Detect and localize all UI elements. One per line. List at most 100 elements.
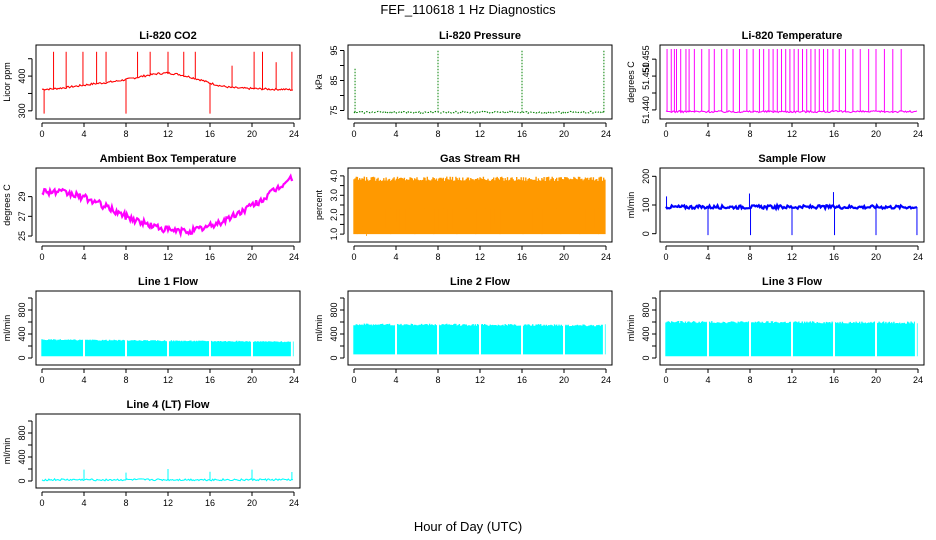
- panel-10: Line 4 (LT) Flow 0 4 8 12 16 20 24 0 400 800 ml/min: [2, 399, 301, 508]
- x-axis: 0 4 8 12 16 20 24: [39, 245, 299, 262]
- x-tick-label: 4: [393, 252, 398, 262]
- y-axis: 0 400 800: [17, 297, 33, 361]
- y-axis: 0 400 800: [329, 297, 345, 361]
- y-tick-label: 25: [17, 231, 27, 241]
- y-tick-label: 2.0: [329, 208, 339, 221]
- x-tick-label: 24: [601, 129, 611, 139]
- series-line: [665, 202, 918, 212]
- x-tick-label: 12: [787, 375, 797, 385]
- series-line: [665, 109, 918, 114]
- series-4: [41, 173, 294, 239]
- y-tick-label: 4.0: [329, 170, 339, 183]
- series-3: [665, 49, 918, 114]
- panel-4: Ambient Box Temperature 0 4 8 12 16 20 24 25 27 29…: [2, 153, 301, 262]
- x-tick-label: 20: [247, 129, 257, 139]
- y-tick-label: 800: [329, 302, 339, 317]
- y-tick-label: 51.450: [641, 62, 651, 90]
- x-tick-label: 20: [247, 252, 257, 262]
- x-tick-label: 16: [205, 375, 215, 385]
- series-line: [41, 477, 294, 482]
- y-axis-label: degrees C: [2, 184, 12, 226]
- x-tick-label: 16: [517, 375, 527, 385]
- x-tick-label: 8: [123, 252, 128, 262]
- y-tick-label: 400: [17, 449, 27, 464]
- x-tick-label: 4: [393, 129, 398, 139]
- x-tick-label: 24: [289, 129, 299, 139]
- y-tick-label: 0: [17, 478, 27, 483]
- x-tick-label: 24: [913, 129, 923, 139]
- y-tick-label: 29: [17, 192, 27, 202]
- y-tick-label: 800: [641, 302, 651, 317]
- x-tick-label: 4: [81, 498, 86, 508]
- series-10: [41, 469, 294, 482]
- plot-frame: [35, 413, 301, 489]
- y-tick-label: 95: [329, 45, 339, 55]
- series-9: [665, 319, 918, 358]
- y-axis: 0 400 800: [17, 420, 33, 484]
- x-tick-label: 0: [351, 375, 356, 385]
- y-tick-label: 400: [329, 326, 339, 341]
- y-axis: 0 400 800: [641, 297, 657, 361]
- y-tick-label: 51.455: [641, 45, 651, 73]
- x-tick-label: 12: [163, 498, 173, 508]
- y-axis-label: percent: [314, 189, 324, 220]
- x-tick-label: 20: [559, 252, 569, 262]
- series-1: [41, 51, 293, 114]
- y-axis-label: degrees C: [626, 61, 636, 103]
- y-axis-label: ml/min: [2, 315, 12, 342]
- y-axis-label: ml/min: [2, 438, 12, 465]
- x-tick-label: 20: [247, 375, 257, 385]
- x-tick-label: 0: [351, 129, 356, 139]
- series-line: [41, 173, 294, 239]
- panel-title: Li-820 Pressure: [439, 30, 521, 42]
- panel-8: Line 2 Flow 0 4 8 12 16 20 24 0 400 800 ml/min: [314, 276, 613, 385]
- figure-title: FEF_110618 1 Hz Diagnostics: [380, 2, 556, 17]
- x-tick-label: 20: [871, 252, 881, 262]
- y-tick-label: 85: [329, 75, 339, 85]
- x-tick-label: 24: [913, 252, 923, 262]
- x-tick-label: 0: [39, 252, 44, 262]
- series-band: [353, 176, 606, 235]
- x-tick-label: 8: [123, 375, 128, 385]
- series-6: [665, 192, 918, 236]
- y-tick-label: 800: [17, 302, 27, 317]
- x-tick-label: 20: [247, 498, 257, 508]
- x-tick-label: 0: [663, 252, 668, 262]
- y-tick-label: 400: [641, 326, 651, 341]
- x-tick-label: 20: [559, 129, 569, 139]
- x-tick-label: 24: [289, 375, 299, 385]
- x-tick-label: 0: [39, 129, 44, 139]
- panel-title: Line 4 (LT) Flow: [127, 399, 210, 411]
- panel-5: Gas Stream RH 0 4 8 12 16 20 24 1.0 2.0 3.0 4.0 perc…: [314, 153, 613, 262]
- x-tick-label: 16: [517, 252, 527, 262]
- panel-title: Line 1 Flow: [138, 276, 198, 288]
- x-tick-label: 0: [351, 252, 356, 262]
- x-tick-label: 12: [475, 129, 485, 139]
- x-tick-label: 8: [435, 375, 440, 385]
- y-tick-label: 75: [329, 105, 339, 115]
- y-tick-label: 200: [641, 169, 651, 184]
- x-tick-label: 16: [205, 252, 215, 262]
- y-tick-label: 1.0: [329, 228, 339, 241]
- x-tick-label: 4: [81, 375, 86, 385]
- y-axis: 1.0 2.0 3.0 4.0: [329, 170, 345, 241]
- y-axis-label: Licor ppm: [2, 62, 12, 102]
- x-tick-label: 8: [435, 252, 440, 262]
- x-axis: 0 4 8 12 16 20 24: [351, 368, 611, 385]
- x-tick-label: 8: [123, 498, 128, 508]
- y-tick-label: 0: [641, 231, 651, 236]
- x-tick-label: 0: [663, 375, 668, 385]
- y-axis-label: ml/min: [626, 315, 636, 342]
- x-tick-label: 20: [559, 375, 569, 385]
- y-axis-label: ml/min: [626, 192, 636, 219]
- plot-frame: [35, 44, 301, 120]
- x-axis: 0 4 8 12 16 20 24: [39, 491, 299, 508]
- x-tick-label: 4: [705, 129, 710, 139]
- plot-frame: [347, 167, 613, 243]
- x-tick-label: 4: [81, 129, 86, 139]
- panel-title: Li-820 Temperature: [742, 30, 843, 42]
- x-tick-label: 4: [705, 252, 710, 262]
- plot-frame: [347, 290, 613, 366]
